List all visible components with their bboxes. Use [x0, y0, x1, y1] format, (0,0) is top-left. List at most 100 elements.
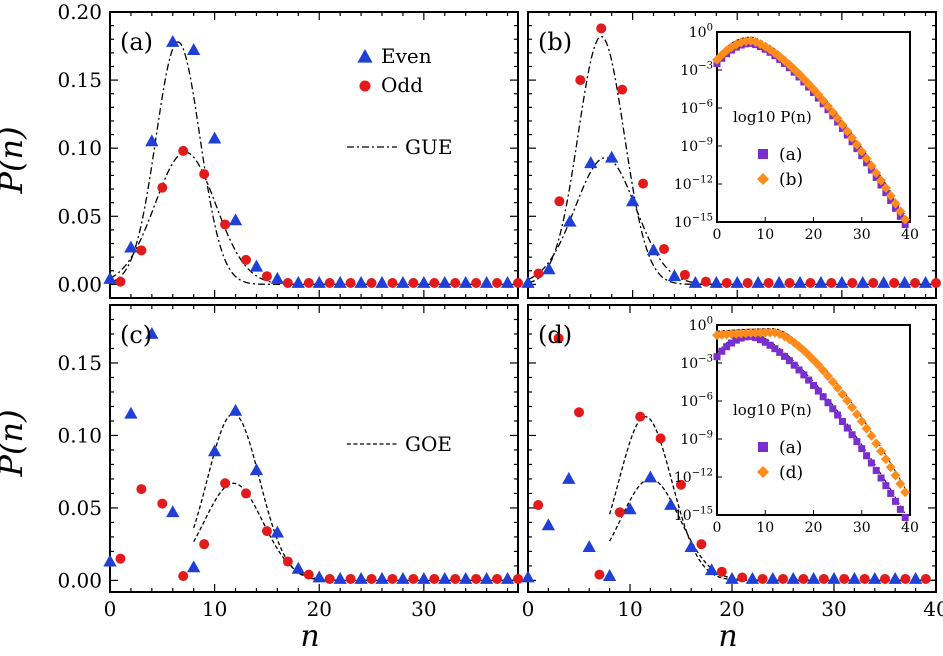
- panel-c: 0.00 0.05 0.10 0.15 0 10 20 30 (c) GOE: [57, 304, 523, 621]
- inset-point-a: [718, 347, 726, 355]
- data-point-odd: [513, 278, 523, 289]
- data-point-even: [868, 571, 882, 584]
- inset-point-b: [895, 206, 906, 217]
- inset-point-d: [876, 446, 887, 457]
- data-point-even: [166, 34, 180, 47]
- data-point-even: [582, 540, 596, 552]
- axes-frame: [109, 304, 519, 593]
- curve-gue-odd: [109, 151, 517, 286]
- data-point-even: [562, 471, 576, 484]
- data-point-odd: [345, 278, 356, 289]
- data-point-even: [417, 276, 431, 288]
- inset-point-d: [818, 365, 829, 376]
- data-point-even: [908, 571, 923, 584]
- legend-label-curve: GUE: [405, 135, 452, 159]
- data-point-even: [375, 571, 389, 584]
- inset-y-tick-label: 10−15: [674, 506, 713, 524]
- inset-point-a: [790, 361, 798, 369]
- data-point-even: [766, 571, 780, 584]
- data-point-even: [793, 276, 807, 288]
- inset-point-a: [858, 445, 866, 453]
- inset-legend-marker: [758, 149, 768, 159]
- inset-x-tick-label: 0: [713, 227, 722, 243]
- y-tick-label: 0.10: [57, 423, 102, 447]
- legend-label-even: Even: [381, 44, 432, 68]
- data-point-odd: [429, 278, 440, 289]
- data-point-even: [602, 569, 617, 581]
- data-point-odd: [492, 573, 503, 584]
- data-point-odd: [303, 569, 314, 580]
- data-point-even: [249, 259, 264, 272]
- inset-point-a: [896, 505, 904, 513]
- data-point-even: [745, 571, 760, 584]
- data-point-odd: [617, 84, 628, 95]
- inset-point-b: [890, 198, 901, 209]
- data-point-even: [354, 571, 368, 584]
- inset-x-tick-label: 40: [901, 520, 919, 536]
- data-point-even: [396, 276, 410, 288]
- x-tick-label: 10: [202, 597, 227, 621]
- data-point-even: [270, 271, 285, 284]
- data-point-odd: [676, 479, 686, 490]
- panel-label: (d): [538, 321, 572, 349]
- inset-x-tick-label: 30: [853, 227, 871, 243]
- curve-gue-even: [109, 41, 517, 286]
- data-point-even: [166, 505, 180, 518]
- data-point-odd: [471, 573, 482, 584]
- inset-legend-marker: [757, 173, 769, 185]
- data-point-even: [709, 276, 723, 288]
- data-point-odd: [880, 573, 890, 584]
- inset-point-d: [842, 395, 853, 406]
- data-point-odd: [920, 573, 931, 584]
- data-point-odd: [115, 553, 126, 564]
- data-point-even: [270, 525, 285, 538]
- inset-point-a: [848, 431, 856, 439]
- data-point-even: [918, 276, 933, 288]
- inset-y-tick-label: 10−9: [680, 137, 713, 155]
- data-point-odd: [450, 573, 461, 584]
- inset-x-tick-label: 40: [901, 227, 919, 243]
- x-tick-label: 10: [617, 597, 642, 621]
- inset-point-a: [853, 438, 861, 446]
- data-point-odd: [178, 571, 189, 582]
- data-point-odd: [199, 539, 210, 550]
- data-point-even: [827, 571, 841, 584]
- inset-point-a: [732, 336, 740, 344]
- inset-point-b: [818, 95, 829, 106]
- x-tick-label: 30: [411, 597, 436, 621]
- data-point-even: [847, 571, 862, 584]
- data-point-odd: [220, 478, 231, 489]
- inset-y-tick-label: 100: [689, 316, 713, 334]
- inset-point-b: [885, 190, 896, 201]
- data-point-even: [500, 571, 515, 584]
- inset-y-tick-label: 10−3: [680, 354, 713, 372]
- data-point-odd: [839, 573, 850, 584]
- data-point-odd: [220, 219, 231, 230]
- inset-point-a: [795, 366, 803, 374]
- data-point-odd: [826, 278, 837, 289]
- data-point-odd: [868, 278, 879, 289]
- data-point-even: [417, 571, 431, 584]
- data-point-even: [725, 571, 739, 584]
- data-point-even: [145, 326, 159, 339]
- data-point-odd: [575, 75, 586, 86]
- data-point-even: [103, 271, 117, 284]
- inset-point-d: [851, 409, 862, 420]
- inset-point-d: [895, 478, 906, 489]
- data-point-even: [643, 470, 658, 483]
- data-point-odd: [889, 278, 900, 289]
- data-point-odd: [778, 573, 788, 584]
- inset-ylabel: log10 P(n): [733, 108, 812, 126]
- inset-point-d: [847, 402, 858, 413]
- data-point-even: [103, 554, 117, 567]
- inset-point-a: [843, 424, 851, 432]
- data-point-even: [730, 276, 744, 288]
- inset-point-a: [901, 221, 909, 229]
- data-point-odd: [282, 556, 293, 567]
- inset-point-d: [837, 389, 848, 400]
- curve-goe-even: [193, 413, 517, 582]
- data-point-even: [521, 276, 535, 288]
- data-point-odd: [847, 278, 858, 289]
- data-point-even: [145, 134, 159, 147]
- data-point-odd: [533, 268, 544, 279]
